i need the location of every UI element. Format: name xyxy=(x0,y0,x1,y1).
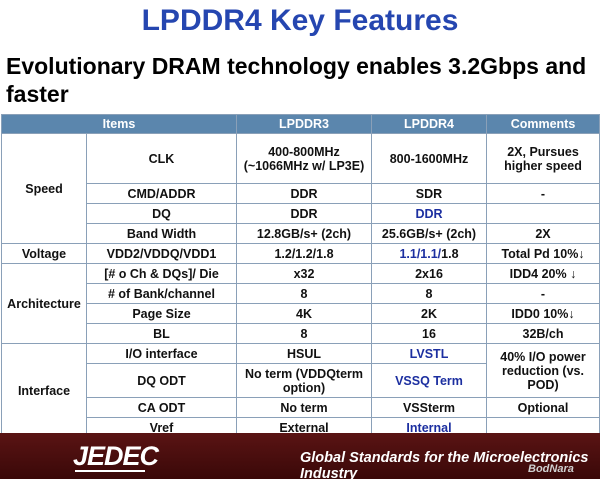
cell-item: Page Size xyxy=(87,304,237,324)
cell-lpddr3: DDR xyxy=(237,184,372,204)
cell-comment: - xyxy=(487,284,600,304)
table-row: BL 8 16 32B/ch xyxy=(2,324,600,344)
feature-table: Items LPDDR3 LPDDR4 Comments Speed CLK 4… xyxy=(1,114,600,438)
cell-lpddr4: 25.6GB/s+ (2ch) xyxy=(372,224,487,244)
header-comments: Comments xyxy=(487,115,600,134)
watermark: BodNara xyxy=(528,463,574,475)
header-lpddr4: LPDDR4 xyxy=(372,115,487,134)
cell-item: BL xyxy=(87,324,237,344)
cell-item: DQ ODT xyxy=(87,364,237,398)
cell-lpddr3: No term xyxy=(237,398,372,418)
table-row: Band Width 12.8GB/s+ (2ch) 25.6GB/s+ (2c… xyxy=(2,224,600,244)
cell-lpddr3: 8 xyxy=(237,284,372,304)
cell-comment: IDD4 20% ↓ xyxy=(487,264,600,284)
cell-lpddr3: 12.8GB/s+ (2ch) xyxy=(237,224,372,244)
cell-lpddr4: SDR xyxy=(372,184,487,204)
cell-item: CMD/ADDR xyxy=(87,184,237,204)
cell-item: # of Bank/channel xyxy=(87,284,237,304)
cell-lpddr4: 2x16 xyxy=(372,264,487,284)
cell-lpddr3: x32 xyxy=(237,264,372,284)
cell-lpddr3: 1.2/1.2/1.8 xyxy=(237,244,372,264)
jedec-logo: JEDEC xyxy=(73,441,158,472)
group-interface: Interface xyxy=(2,344,87,438)
cell-lpddr4: 2K xyxy=(372,304,487,324)
table-row: Speed CLK 400-800MHz (~1066MHz w/ LP3E) … xyxy=(2,134,600,184)
cell-lpddr3: DDR xyxy=(237,204,372,224)
cell-comment: Optional xyxy=(487,398,600,418)
group-speed: Speed xyxy=(2,134,87,244)
group-voltage: Voltage xyxy=(2,244,87,264)
cell-lpddr4: 1.1/1.1/1.8 xyxy=(372,244,487,264)
cell-lpddr4: VSSterm xyxy=(372,398,487,418)
cell-lpddr3: 400-800MHz (~1066MHz w/ LP3E) xyxy=(237,134,372,184)
cell-lpddr4: DDR xyxy=(372,204,487,224)
cell-lpddr4: 16 xyxy=(372,324,487,344)
header-items: Items xyxy=(2,115,237,134)
cell-lpddr4: VSSQ Term xyxy=(372,364,487,398)
slide-subtitle: Evolutionary DRAM technology enables 3.2… xyxy=(6,52,596,108)
cell-comment: 32B/ch xyxy=(487,324,600,344)
cell-comment: 2X, Pursues higher speed xyxy=(487,134,600,184)
cell-lpddr3: 4K xyxy=(237,304,372,324)
cell-item: CA ODT xyxy=(87,398,237,418)
cell-lpddr4: 800-1600MHz xyxy=(372,134,487,184)
cell-comment xyxy=(487,204,600,224)
table-row: Interface I/O interface HSUL LVSTL 40% I… xyxy=(2,344,600,364)
slide-title: LPDDR4 Key Features xyxy=(0,4,600,38)
cell-lpddr3: 8 xyxy=(237,324,372,344)
table-row: # of Bank/channel 8 8 - xyxy=(2,284,600,304)
table-row: Page Size 4K 2K IDD0 10%↓ xyxy=(2,304,600,324)
group-architecture: Architecture xyxy=(2,264,87,344)
table-header-row: Items LPDDR3 LPDDR4 Comments xyxy=(2,115,600,134)
cell-lpddr4: LVSTL xyxy=(372,344,487,364)
cell-lpddr3: No term (VDDQterm option) xyxy=(237,364,372,398)
cell-comment: Total Pd 10%↓ xyxy=(487,244,600,264)
cell-lpddr4: 8 xyxy=(372,284,487,304)
table-row: Architecture [# o Ch & DQs]/ Die x32 2x1… xyxy=(2,264,600,284)
cell-lpddr3: HSUL xyxy=(237,344,372,364)
cell-item: DQ xyxy=(87,204,237,224)
cell-item: Band Width xyxy=(87,224,237,244)
table-row: DQ DDR DDR xyxy=(2,204,600,224)
cell-comment: 2X xyxy=(487,224,600,244)
cell-comment: - xyxy=(487,184,600,204)
cell-item: [# o Ch & DQs]/ Die xyxy=(87,264,237,284)
cell-item: I/O interface xyxy=(87,344,237,364)
cell-item: CLK xyxy=(87,134,237,184)
table-row: Voltage VDD2/VDDQ/VDD1 1.2/1.2/1.8 1.1/1… xyxy=(2,244,600,264)
voltage-value-low: 1.1/1.1/ xyxy=(399,247,441,261)
cell-comment: 40% I/O power reduction (vs. POD) xyxy=(487,344,600,398)
logo-underline xyxy=(75,470,145,472)
cell-comment: IDD0 10%↓ xyxy=(487,304,600,324)
voltage-value-vdd1: 1.8 xyxy=(441,247,458,261)
table-row: CA ODT No term VSSterm Optional xyxy=(2,398,600,418)
cell-item: VDD2/VDDQ/VDD1 xyxy=(87,244,237,264)
header-lpddr3: LPDDR3 xyxy=(237,115,372,134)
table-row: CMD/ADDR DDR SDR - xyxy=(2,184,600,204)
